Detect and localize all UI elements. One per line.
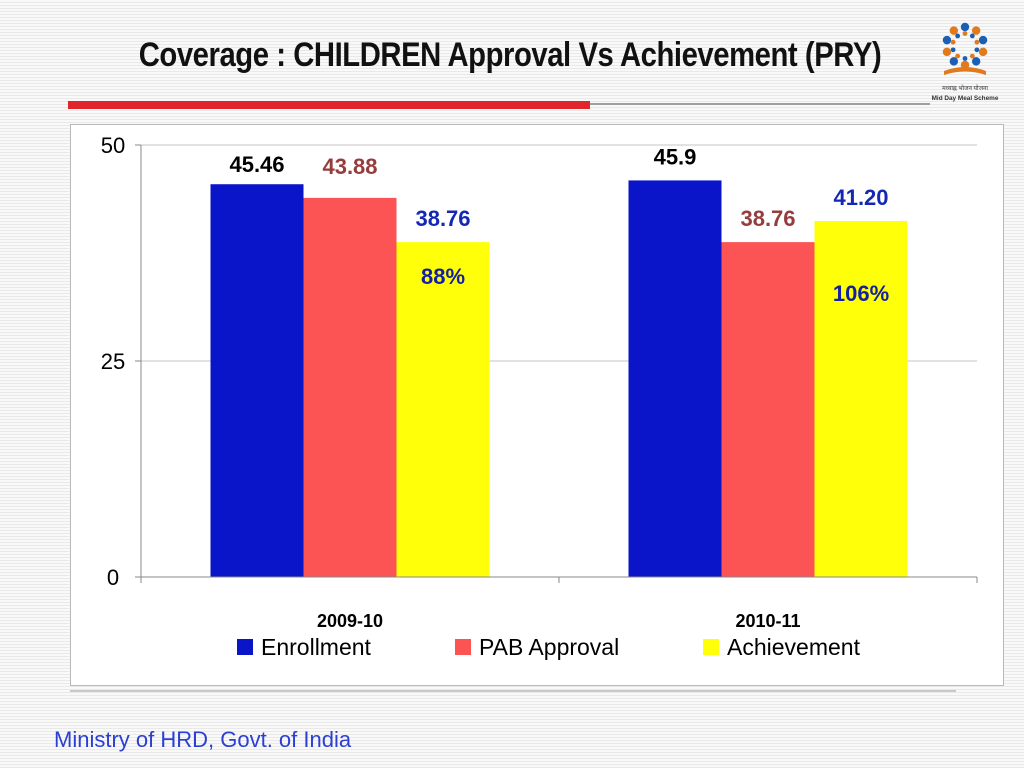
logo-figure-head-icon	[960, 22, 970, 32]
legend-label: Achievement	[727, 634, 861, 660]
logo-english-text: Mid Day Meal Scheme	[932, 95, 999, 102]
mid-day-meal-scheme-logo: मध्याह्न भोजन योजना Mid Day Meal Scheme	[932, 22, 999, 102]
chart-frame: 45.46 43.88 38.76 88% 45.9 38.76 41.20 106% 0 25…	[15, 124, 1004, 686]
achievement-percent-annotation: 106%	[833, 281, 889, 306]
x-tick-label: 2009-10	[317, 611, 383, 631]
y-tick-label: 50	[101, 133, 125, 158]
logo-figure-head-icon	[971, 26, 981, 35]
logo-figure-head-icon	[949, 26, 959, 35]
data-label: 41.20	[833, 185, 888, 210]
slide-title: Coverage : CHILDREN Approval Vs Achievem…	[138, 36, 882, 74]
data-label: 38.76	[740, 206, 795, 231]
title-grey-rule	[590, 103, 930, 105]
logo-figure-body-icon	[955, 33, 961, 39]
y-tick-label: 0	[107, 565, 119, 590]
logo-figure-body-icon	[969, 53, 975, 59]
legend-swatch	[237, 639, 253, 655]
bar-pab-approval	[303, 197, 397, 577]
logo-figure-body-icon	[950, 39, 956, 45]
logo-figure-head-icon	[949, 57, 959, 66]
bars	[210, 180, 908, 578]
data-label: 45.9	[654, 144, 697, 169]
legend-swatch	[455, 639, 471, 655]
x-tick-label: 2010-11	[735, 611, 800, 631]
logo-figure-body-icon	[969, 33, 975, 39]
logo-figure-body-icon	[974, 39, 980, 45]
data-label: 45.46	[229, 152, 284, 177]
logo-book-icon	[944, 67, 986, 75]
logo-figure-body-icon	[962, 31, 968, 36]
logo-figure-body-icon	[950, 47, 956, 53]
achievement-percent-annotation: 88%	[421, 264, 465, 289]
data-label: 38.76	[415, 206, 470, 231]
logo-children-ring-icon	[942, 22, 988, 70]
logo-figure-body-icon	[962, 56, 968, 61]
logo-figure-head-icon	[971, 57, 981, 66]
logo-figure-head-icon	[942, 35, 952, 45]
footer-text: Ministry of HRD, Govt. of India	[54, 727, 352, 752]
y-tick-label: 25	[101, 349, 125, 374]
bar-achievement	[814, 221, 908, 578]
legend-swatch	[703, 639, 719, 655]
bottom-rule	[70, 690, 956, 692]
bar-achievement	[396, 242, 490, 578]
logo-figure-head-icon	[942, 47, 952, 57]
title-red-rule	[68, 101, 590, 109]
logo-figure-head-icon	[978, 47, 988, 57]
logo-figure-head-icon	[978, 35, 988, 45]
bar-enrollment	[210, 184, 304, 578]
legend-label: Enrollment	[261, 634, 372, 660]
logo-figure-body-icon	[974, 47, 980, 53]
legend: Enrollment PAB Approval Achievement	[237, 634, 861, 660]
bar-chart: 45.46 43.88 38.76 88% 45.9 38.76 41.20 106% 0 25…	[15, 133, 978, 660]
data-labels: 45.46 43.88 38.76 88% 45.9 38.76 41.20 106%	[229, 144, 889, 306]
legend-label: PAB Approval	[479, 634, 619, 660]
logo-figure-body-icon	[955, 53, 961, 59]
bar-pab-approval	[721, 242, 815, 578]
bar-enrollment	[628, 180, 722, 577]
data-label: 43.88	[322, 154, 377, 179]
logo-hindi-text: मध्याह्न भोजन योजना	[942, 84, 988, 92]
